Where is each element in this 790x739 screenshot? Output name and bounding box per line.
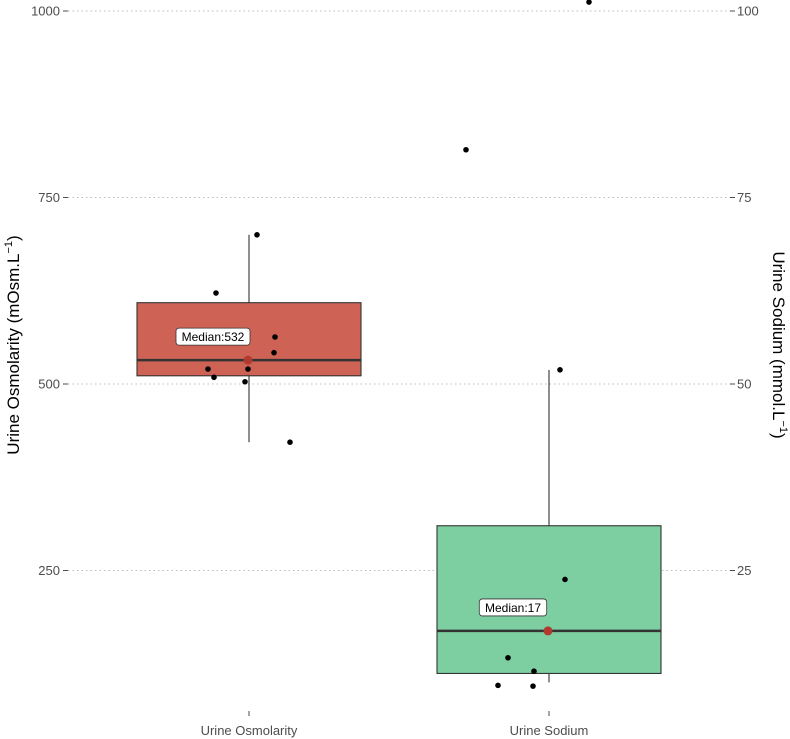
data-point <box>245 366 251 372</box>
data-point <box>562 576 568 583</box>
y-right-tick-label: 50 <box>737 377 751 392</box>
data-point <box>505 654 511 661</box>
data-point <box>271 349 277 356</box>
median-marker <box>543 626 553 636</box>
y-left-tick-label: 500 <box>38 377 60 392</box>
data-point <box>211 374 217 381</box>
data-point <box>287 439 293 445</box>
boxes <box>136 234 662 683</box>
data-point <box>463 146 469 153</box>
y-axis-right-title: Urine Sodium (mmol.L−1) <box>769 251 789 438</box>
y-right-tick-label: 100 <box>737 4 759 19</box>
median-label-box <box>175 327 251 346</box>
data-point <box>586 0 592 5</box>
data-point <box>557 367 563 373</box>
data-point <box>530 683 536 689</box>
data-point <box>272 334 278 340</box>
x-tick-label-sodium: Urine Sodium <box>510 723 589 738</box>
data-point <box>205 366 211 372</box>
y-left-tick-label: 750 <box>38 190 60 205</box>
median-label-box <box>478 598 548 617</box>
data-point <box>531 668 537 675</box>
grid-lines <box>68 10 730 571</box>
data-point <box>213 290 219 296</box>
box-iqr <box>436 525 662 674</box>
y-left-tick-label: 1000 <box>31 4 60 19</box>
y-right-tick-label: 75 <box>737 190 751 205</box>
y-left-tick-label: 250 <box>38 563 60 578</box>
y-right-tick-label: 25 <box>737 563 751 578</box>
data-points: Median:532 Median:17 <box>175 0 592 689</box>
median-marker <box>243 355 253 365</box>
data-point <box>495 682 501 689</box>
y-axis-left-title: Urine Osmolarity (mOsm.L−1) <box>3 235 23 454</box>
median-label: Median:532 <box>182 330 245 344</box>
x-tick-label-osmolarity: Urine Osmolarity <box>201 723 298 738</box>
data-point <box>254 232 260 238</box>
median-label: Median:17 <box>485 601 541 615</box>
data-point <box>242 378 248 385</box>
axis-ticks: 250 25 500 50 750 75 1000 100 <box>31 4 759 716</box>
